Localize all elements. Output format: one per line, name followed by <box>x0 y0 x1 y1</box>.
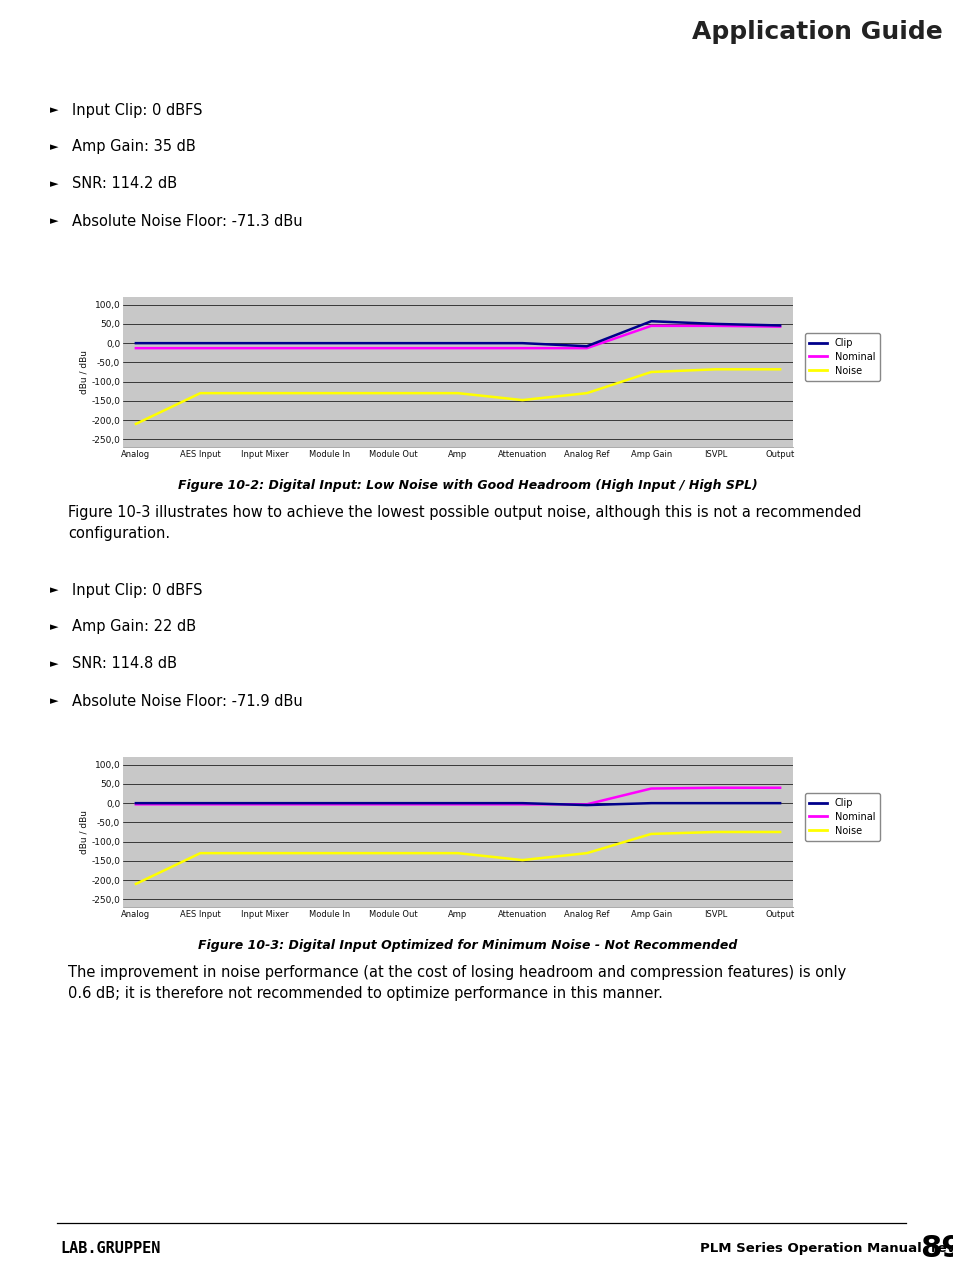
Text: SNR: 114.8 dB: SNR: 114.8 dB <box>71 657 177 672</box>
Text: ►: ► <box>50 696 58 706</box>
Text: Input Clip: 0 dBFS: Input Clip: 0 dBFS <box>71 103 202 118</box>
Y-axis label: dBu / dBu: dBu / dBu <box>79 350 89 394</box>
Text: Figure 10-2: Digital Input: Low Noise with Good Headroom (High Input / High SPL): Figure 10-2: Digital Input: Low Noise wi… <box>178 479 757 492</box>
Text: The improvement in noise performance (at the cost of losing headroom and compres: The improvement in noise performance (at… <box>68 965 845 1000</box>
Text: LAB.GRUPPEN: LAB.GRUPPEN <box>60 1241 160 1257</box>
Text: ►: ► <box>50 659 58 670</box>
Text: ►: ► <box>50 585 58 595</box>
Text: ►: ► <box>50 216 58 226</box>
Text: Figure 10-3: Digital Input Optimized for Minimum Noise - Not Recommended: Figure 10-3: Digital Input Optimized for… <box>198 940 737 952</box>
Legend: Clip, Nominal, Noise: Clip, Nominal, Noise <box>803 333 879 380</box>
Text: SNR: 114.2 dB: SNR: 114.2 dB <box>71 176 177 191</box>
Y-axis label: dBu / dBu: dBu / dBu <box>79 810 89 855</box>
Text: Amp Gain: 22 dB: Amp Gain: 22 dB <box>71 620 196 634</box>
Text: Figure 10-3 illustrates how to achieve the lowest possible output noise, althoug: Figure 10-3 illustrates how to achieve t… <box>68 505 861 541</box>
Text: ►: ► <box>50 142 58 152</box>
Legend: Clip, Nominal, Noise: Clip, Nominal, Noise <box>803 794 879 841</box>
Text: ►: ► <box>50 105 58 115</box>
Text: Absolute Noise Floor: -71.9 dBu: Absolute Noise Floor: -71.9 dBu <box>71 694 302 709</box>
Text: Application Guide: Application Guide <box>692 20 943 44</box>
Text: 89: 89 <box>919 1234 953 1263</box>
Text: ►: ► <box>50 179 58 189</box>
Text: Input Clip: 0 dBFS: Input Clip: 0 dBFS <box>71 582 202 597</box>
Text: Absolute Noise Floor: -71.3 dBu: Absolute Noise Floor: -71.3 dBu <box>71 213 302 228</box>
Text: Amp Gain: 35 dB: Amp Gain: 35 dB <box>71 139 195 155</box>
Text: ►: ► <box>50 623 58 631</box>
Text: PLM Series Operation Manual  rev 1.2.3: PLM Series Operation Manual rev 1.2.3 <box>700 1243 953 1255</box>
